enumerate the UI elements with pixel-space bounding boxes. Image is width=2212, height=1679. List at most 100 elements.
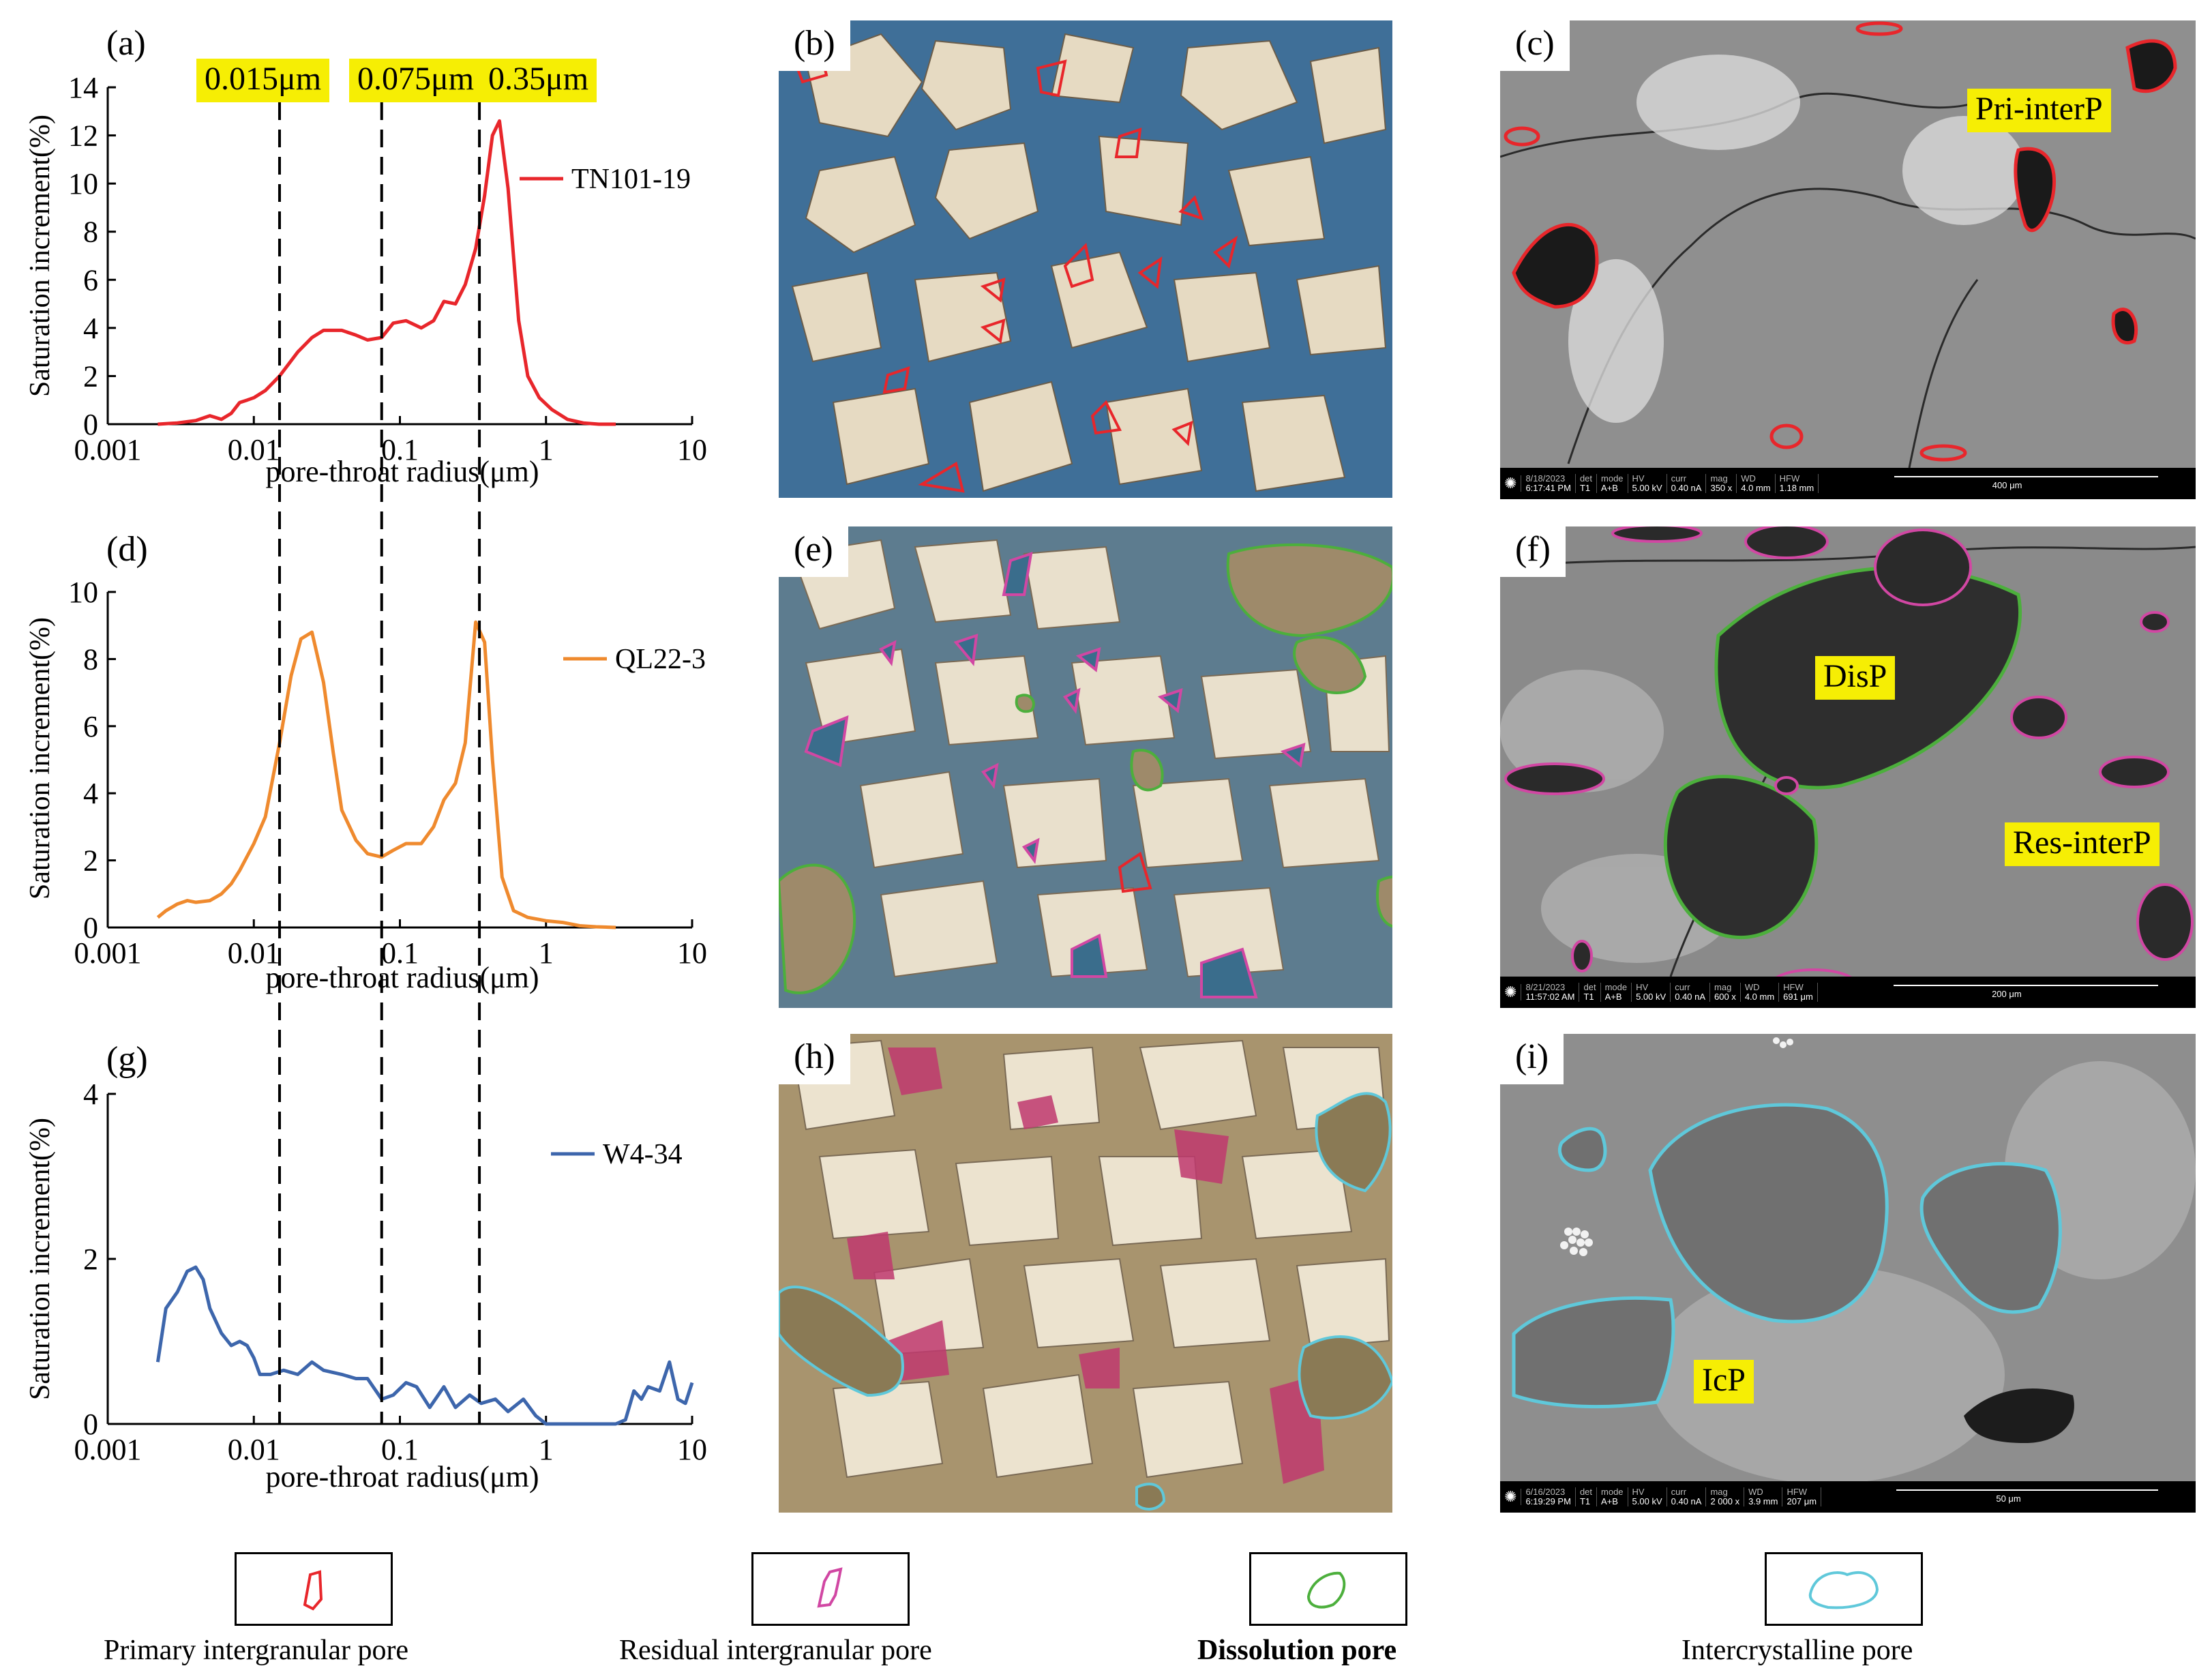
label-res-interp: Res-interP — [2005, 822, 2159, 866]
micrograph-f — [1500, 526, 2196, 998]
sem-curr-i: 0.40 nA — [1671, 1496, 1702, 1506]
thin-section-b: (b) — [779, 20, 1392, 498]
thin-section-h: (h) — [779, 1034, 1392, 1513]
y-tick-label: 0 — [83, 1408, 98, 1441]
chart-a: 0 2 4 6 8 10 12 14 0.001 0.01 0.1 1 10 pore-throat ra… — [25, 71, 707, 488]
tag-035: 0.35μm — [480, 59, 597, 102]
y-axis-label: Saturation increment(%) — [25, 617, 56, 900]
y-tick-label: 6 — [83, 710, 98, 743]
y-tick-label: 2 — [83, 359, 98, 393]
sem-date-c: 8/18/2023 — [1525, 473, 1566, 484]
x-tick-label: 10 — [677, 936, 707, 970]
chart-g: 0 2 4 0.001 0.01 0.1 1 10 pore-throat radius(μm)… — [25, 1078, 707, 1494]
sem-hdr-hv: HV — [1632, 473, 1645, 484]
thin-section-e: (e) — [779, 526, 1392, 1008]
y-tick-label: 14 — [68, 71, 98, 104]
sem-hdr-curr: curr — [1671, 1486, 1687, 1497]
tag-0015: 0.015μm — [196, 59, 330, 102]
sem-hdr-mode: mode — [1604, 981, 1628, 992]
sem-hdr-curr: curr — [1675, 981, 1690, 992]
x-tick-label: 1 — [539, 1433, 554, 1466]
sem-hdr-curr: curr — [1671, 473, 1687, 484]
legend-symbol-dissolution — [1249, 1552, 1407, 1626]
x-axis-label: pore-throat radius(μm) — [265, 1460, 539, 1494]
legend-symbol-primary — [235, 1552, 393, 1626]
y-tick-label: 6 — [83, 263, 98, 297]
legend-label: QL22-3 — [615, 644, 706, 675]
y-tick-label: 0 — [83, 408, 98, 441]
micrograph-h — [779, 1034, 1392, 1513]
logo-icon: ✺ — [1500, 475, 1522, 492]
legend-symbol-residual — [751, 1552, 910, 1626]
sem-hv-c: 5.00 kV — [1632, 483, 1662, 493]
y-tick-label: 0 — [83, 911, 98, 945]
micrograph-e — [779, 526, 1392, 1008]
x-tick-label: 0.001 — [74, 433, 142, 466]
sem-curr-c: 0.40 nA — [1671, 483, 1702, 493]
legend-label: TN101-19 — [571, 164, 691, 195]
sem-hdr-wd: WD — [1741, 473, 1756, 484]
legend-label-intercrystalline: Intercrystalline pore — [1682, 1635, 1913, 1666]
sem-mode-i: A+B — [1601, 1496, 1618, 1506]
y-axis-label: Saturation increment(%) — [25, 115, 56, 397]
tag-0075: 0.075μm — [349, 59, 483, 102]
sem-hv-f: 5.00 kV — [1636, 992, 1667, 1002]
legend-label-primary: Primary intergranular pore — [104, 1635, 409, 1666]
micrograph-b — [779, 20, 1392, 498]
sem-det-f: T1 — [1583, 992, 1594, 1002]
y-tick-label: 2 — [83, 1243, 98, 1276]
scale-bar-i: 50 μm — [1821, 1481, 2196, 1513]
x-tick-label: 1 — [539, 433, 554, 466]
sem-hdr-mag: mag — [1710, 1486, 1728, 1497]
sem-hdr-wd: WD — [1748, 1486, 1763, 1497]
scale-bar-c: 400 μm — [1819, 468, 2196, 499]
legend-label-residual: Residual intergranular pore — [619, 1635, 932, 1666]
panel-label-f: (f) — [1500, 526, 1566, 577]
panel-label-b: (b) — [779, 20, 850, 71]
x-tick-label: 0.1 — [381, 433, 419, 466]
sem-hdr-hv: HV — [1632, 1486, 1645, 1497]
y-tick-label: 10 — [68, 167, 98, 200]
label-icp: IcP — [1694, 1360, 1754, 1403]
sem-hdr-mag: mag — [1710, 473, 1728, 484]
sem-hfw-i: 207 μm — [1787, 1496, 1817, 1506]
series-line — [158, 119, 616, 426]
legend-symbol-intercrystalline — [1765, 1552, 1923, 1626]
y-tick-label: 4 — [83, 312, 98, 345]
sem-wd-c: 4.0 mm — [1741, 483, 1771, 493]
series-line — [156, 620, 616, 930]
scale-label-i: 50 μm — [1996, 1494, 2021, 1504]
sem-hdr-hfw: HFW — [1783, 981, 1804, 992]
label-disp: DisP — [1815, 656, 1896, 700]
panel-label-i: (i) — [1500, 1034, 1564, 1084]
sem-mag-i: 2 000 x — [1710, 1496, 1740, 1506]
sem-hdr-hfw: HFW — [1779, 473, 1800, 484]
y-tick-label: 8 — [83, 642, 98, 676]
legend-label-dissolution: Dissolution pore — [1197, 1635, 1397, 1666]
sem-mag-f: 600 x — [1714, 992, 1736, 1002]
sem-info-bar-f: ✺ 8/21/2023 11:57:02 AM det T1 mode A+B HV 5… — [1500, 977, 2196, 1008]
logo-icon: ✺ — [1500, 983, 1522, 1001]
x-tick-label: 0.01 — [228, 936, 280, 970]
x-tick-label: 10 — [677, 433, 707, 466]
x-tick-label: 1 — [539, 936, 554, 970]
x-tick-label: 0.1 — [381, 936, 419, 970]
series-line — [155, 1265, 694, 1426]
y-tick-label: 4 — [83, 777, 98, 810]
sem-date-i: 6/16/2023 — [1525, 1486, 1566, 1497]
x-tick-label: 0.001 — [74, 936, 142, 970]
panel-label-c: (c) — [1500, 20, 1570, 71]
sem-hdr-det: det — [1579, 1486, 1593, 1497]
x-tick-label: 0.01 — [228, 433, 280, 466]
x-axis-label: pore-throat radius(μm) — [265, 455, 539, 488]
sem-time-c: 6:17:41 PM — [1525, 483, 1571, 493]
scale-label-c: 400 μm — [1992, 480, 2022, 490]
reference-lines — [278, 102, 481, 1424]
sem-hfw-f: 691 μm — [1783, 992, 1813, 1002]
sem-curr-f: 0.40 nA — [1675, 992, 1706, 1002]
y-tick-label: 12 — [68, 119, 98, 153]
sem-mode-f: A+B — [1604, 992, 1622, 1002]
legend-label: W4-34 — [603, 1139, 683, 1170]
sem-time-i: 6:19:29 PM — [1525, 1496, 1571, 1506]
